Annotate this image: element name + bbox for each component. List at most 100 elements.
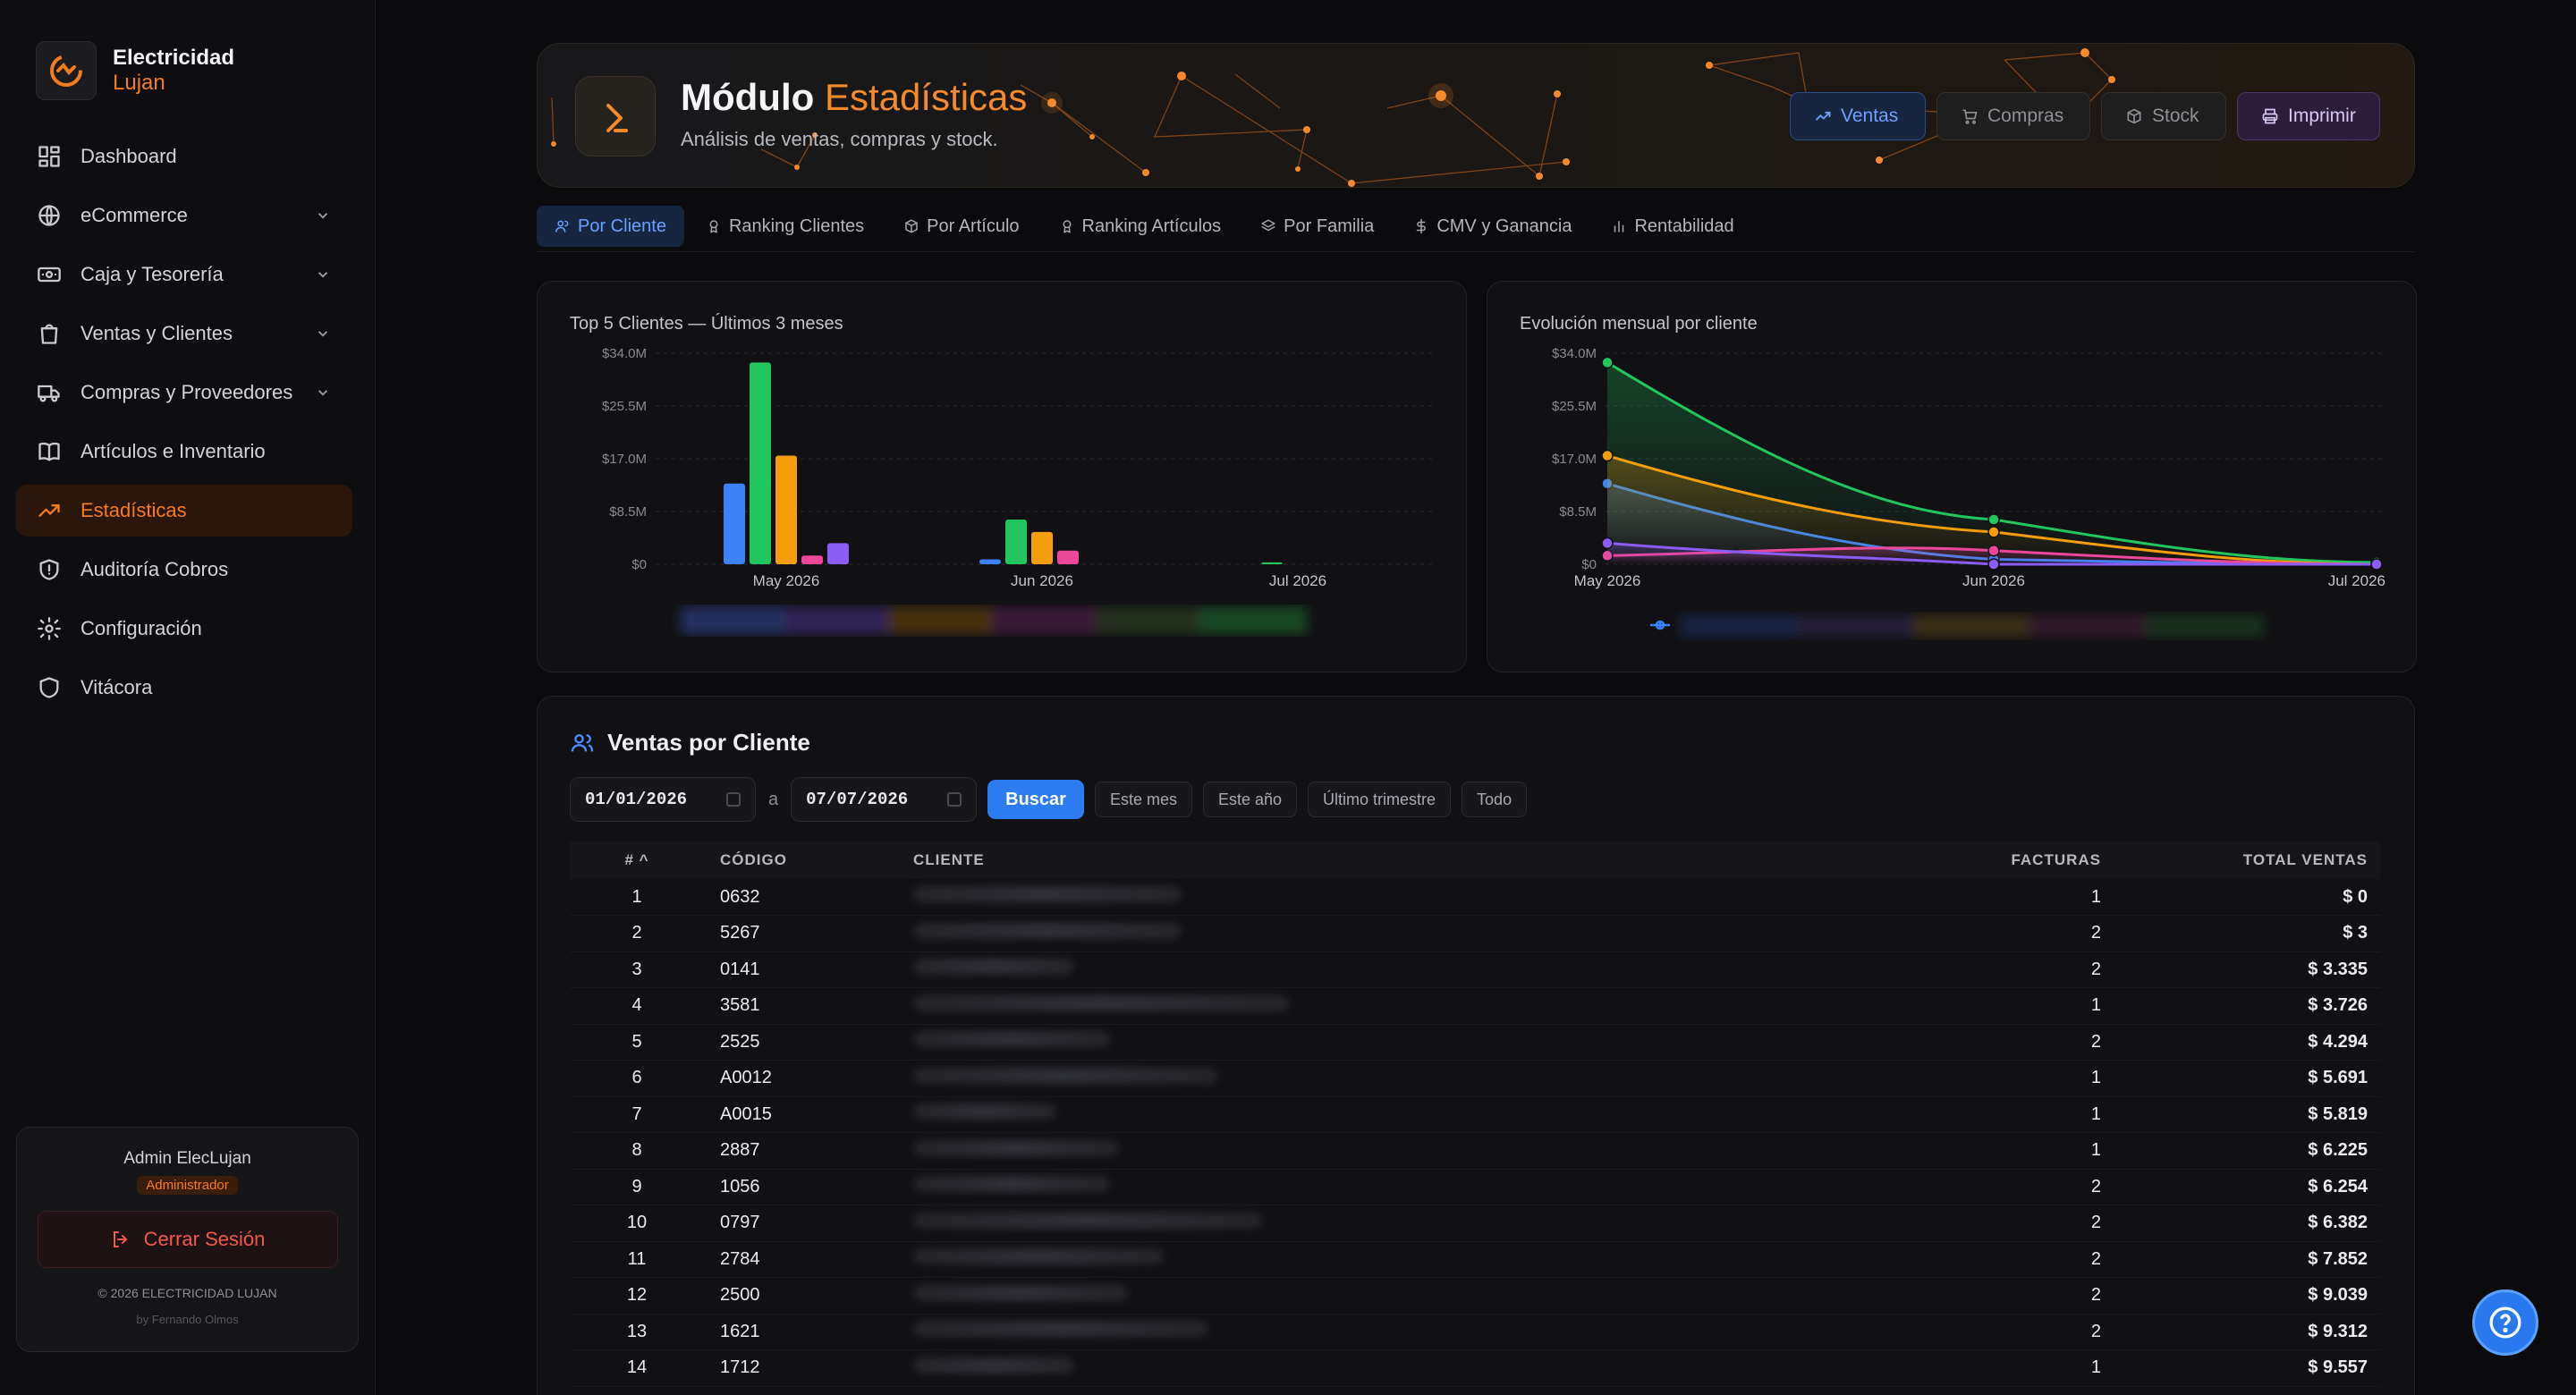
table-row[interactable]: 11 2784 2 $ 7.852 [570, 1241, 2380, 1278]
date-to-input[interactable]: 07/07/2026 [791, 777, 978, 822]
redacted-client-name [913, 1176, 1110, 1193]
data-point[interactable] [1987, 558, 2000, 571]
top-clients-chart-card: Top 5 Clientes — Últimos 3 meses $34.0M $… [537, 281, 1467, 672]
page-title: Módulo Estadísticas [681, 76, 1027, 119]
tab-ranking-clientes[interactable]: Ranking Clientes [688, 206, 882, 247]
table-row[interactable]: 5 2525 2 $ 4.294 [570, 1024, 2380, 1061]
buscar-button[interactable]: Buscar [987, 780, 1084, 819]
shield-alert-icon [39, 559, 59, 580]
chevron-down-icon[interactable] [315, 385, 331, 401]
data-point[interactable] [1987, 544, 2000, 557]
cell-rank: 11 [570, 1241, 704, 1278]
col-total-header[interactable]: TOTAL VENTAS [2114, 841, 2380, 879]
tab-rentabilidad[interactable]: Rentabilidad [1593, 206, 1751, 247]
table-row[interactable]: 9 1056 2 $ 6.254 [570, 1169, 2380, 1205]
cell-total-ventas: $ 3.726 [2114, 987, 2380, 1025]
x-tick-label: May 2026 [753, 572, 820, 589]
chevron-down-icon[interactable] [315, 326, 331, 342]
bar[interactable] [1031, 531, 1053, 564]
cell-rank: 8 [570, 1132, 704, 1170]
book-icon [38, 442, 60, 461]
logout-icon [113, 1231, 128, 1247]
calendar-icon[interactable] [726, 792, 741, 807]
tab-ranking-articulos[interactable]: Ranking Artículos [1041, 206, 1240, 247]
sidebar-item-label: Compras y Proveedores [80, 381, 293, 403]
data-point[interactable] [1601, 356, 1614, 369]
chevron-down-icon[interactable] [315, 266, 331, 283]
bar[interactable] [750, 362, 771, 564]
table-row[interactable]: 7 A0015 1 $ 5.819 [570, 1096, 2380, 1133]
bar[interactable] [1005, 520, 1027, 564]
tab-cmv-y-ganancia[interactable]: CMV y Ganancia [1395, 206, 1589, 247]
stock-button[interactable]: Stock [2101, 92, 2226, 140]
tab-label: Por Cliente [578, 216, 666, 236]
table-row[interactable]: 3 0141 2 $ 3.335 [570, 951, 2380, 988]
data-point[interactable] [1987, 526, 2000, 538]
sidebar-item-caja-y-tesoreria[interactable]: Caja y Tesorería [16, 249, 352, 300]
y-tick-label: $8.5M [1559, 504, 1597, 520]
table-header-row: # ^ CÓDIGO CLIENTE FACTURAS TOTAL VENTAS [570, 841, 2380, 879]
sidebar-item-dashboard[interactable]: Dashboard [16, 131, 352, 182]
bar[interactable] [801, 555, 823, 564]
sidebar-item-ecommerce[interactable]: eCommerce [16, 190, 352, 241]
filter-ultimo-trimestre[interactable]: Último trimestre [1308, 782, 1452, 817]
cell-facturas: 1 [1881, 1132, 2114, 1170]
sidebar-item-label: eCommerce [80, 204, 188, 226]
bar[interactable] [1261, 562, 1283, 564]
date-from-input[interactable]: 01/01/2026 [570, 777, 756, 822]
filter-este-ano[interactable]: Este año [1202, 782, 1298, 817]
bar[interactable] [979, 559, 1001, 564]
calendar-icon[interactable] [947, 792, 962, 807]
table-row[interactable]: 1 0632 1 $ 0 [570, 879, 2380, 916]
table-row[interactable]: 6 A0012 1 $ 5.691 [570, 1060, 2380, 1097]
bar[interactable] [827, 543, 849, 564]
table-row[interactable]: 8 2887 1 $ 6.225 [570, 1132, 2380, 1170]
table-row[interactable]: 4 3581 1 $ 3.726 [570, 987, 2380, 1025]
data-point[interactable] [1601, 537, 1614, 550]
sidebar-item-ventas-y-clientes[interactable]: Ventas y Clientes [16, 308, 352, 359]
book-icon [36, 438, 63, 465]
ventas-button[interactable]: Ventas [1790, 92, 1926, 140]
table-row[interactable]: 12 2500 2 $ 9.039 [570, 1277, 2380, 1315]
tab-por-cliente[interactable]: Por Cliente [537, 206, 684, 247]
col-codigo-header[interactable]: CÓDIGO [704, 841, 897, 879]
sidebar-item-articulos-e-inventario[interactable]: Artículos e Inventario [16, 426, 352, 478]
filter-este-mes[interactable]: Este mes [1094, 782, 1192, 817]
bar[interactable] [775, 455, 797, 564]
sidebar-item-vitacora[interactable]: Vitácora [16, 662, 352, 714]
sidebar-item-estadisticas[interactable]: Estadísticas [16, 485, 352, 537]
imprimir-label: Imprimir [2288, 106, 2356, 126]
tab-por-familia[interactable]: Por Familia [1242, 206, 1392, 247]
date-to-value: 07/07/2026 [806, 790, 909, 809]
table-row[interactable]: 14 1712 1 $ 9.557 [570, 1349, 2380, 1387]
brand[interactable]: Electricidad Lujan [36, 41, 234, 100]
filter-todo[interactable]: Todo [1462, 782, 1528, 817]
data-point[interactable] [1601, 449, 1614, 462]
table-row[interactable]: 13 1621 2 $ 9.312 [570, 1314, 2380, 1350]
col-rank-header[interactable]: # ^ [570, 841, 704, 879]
tab-por-articulo[interactable]: Por Artículo [886, 206, 1037, 247]
truck-icon [38, 385, 60, 402]
cell-codigo: A0015 [704, 1096, 897, 1133]
date-range-separator: a [768, 789, 779, 809]
col-cliente-header[interactable]: CLIENTE [897, 841, 1881, 879]
table-row[interactable]: 2 5267 2 $ 3 [570, 915, 2380, 952]
sidebar-item-auditoria-cobros[interactable]: Auditoría Cobros [16, 544, 352, 596]
help-button[interactable] [2472, 1289, 2538, 1356]
cell-cliente [897, 879, 1881, 916]
table-row[interactable]: 10 0797 2 $ 6.382 [570, 1205, 2380, 1242]
col-facturas-header[interactable]: FACTURAS [1881, 841, 2114, 879]
logout-button[interactable]: Cerrar Sesión [37, 1211, 338, 1268]
cell-cliente [897, 1096, 1881, 1133]
data-point[interactable] [1987, 513, 2000, 526]
cell-rank: 12 [570, 1277, 704, 1315]
sidebar-item-configuracion[interactable]: Configuración [16, 603, 352, 655]
imprimir-button[interactable]: Imprimir [2237, 92, 2380, 140]
sidebar-item-compras-y-proveedores[interactable]: Compras y Proveedores [16, 367, 352, 418]
trending-up-icon [1815, 111, 1831, 121]
chevron-down-icon[interactable] [315, 207, 331, 224]
compras-button[interactable]: Compras [1936, 92, 2090, 140]
bar[interactable] [724, 483, 745, 564]
data-point[interactable] [2370, 558, 2383, 571]
bar[interactable] [1057, 550, 1079, 564]
